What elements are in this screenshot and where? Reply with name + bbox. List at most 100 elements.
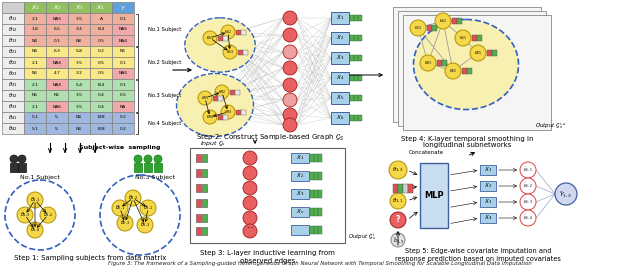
Text: Subject-wise  sampling: Subject-wise sampling	[79, 146, 161, 150]
Text: N4: N4	[76, 115, 82, 119]
Text: $X_4$: $X_4$	[97, 3, 106, 12]
Circle shape	[243, 224, 257, 238]
Text: $X_2$: $X_2$	[296, 172, 304, 180]
FancyBboxPatch shape	[238, 49, 243, 55]
Text: Step 2: Construct Sample-based Graph $\mathcal{G}_S$: Step 2: Construct Sample-based Graph $\m…	[196, 133, 344, 143]
FancyBboxPatch shape	[46, 112, 68, 123]
FancyBboxPatch shape	[291, 189, 309, 199]
FancyBboxPatch shape	[452, 18, 456, 24]
FancyBboxPatch shape	[46, 24, 68, 35]
FancyBboxPatch shape	[2, 123, 24, 134]
Text: N4: N4	[76, 126, 82, 130]
Text: 0.4: 0.4	[97, 94, 104, 97]
Circle shape	[470, 45, 486, 61]
FancyBboxPatch shape	[68, 46, 90, 57]
Text: B.N: B.N	[97, 115, 105, 119]
Text: $\theta_{32}$: $\theta_{32}$	[218, 88, 226, 96]
Circle shape	[17, 207, 33, 223]
FancyBboxPatch shape	[350, 35, 353, 41]
Text: No.3 Subject: No.3 Subject	[135, 175, 175, 180]
Text: 3.5: 3.5	[76, 94, 83, 97]
Text: NA6: NA6	[52, 104, 61, 108]
FancyBboxPatch shape	[24, 35, 46, 46]
Circle shape	[198, 91, 212, 105]
Circle shape	[203, 110, 217, 124]
FancyBboxPatch shape	[492, 50, 497, 56]
FancyBboxPatch shape	[202, 184, 207, 192]
Text: 0.1: 0.1	[120, 83, 127, 87]
FancyBboxPatch shape	[90, 90, 112, 101]
FancyBboxPatch shape	[202, 214, 207, 222]
FancyBboxPatch shape	[68, 101, 90, 112]
FancyBboxPatch shape	[24, 90, 46, 101]
FancyBboxPatch shape	[331, 52, 349, 64]
Text: NA4: NA4	[118, 38, 127, 43]
Circle shape	[520, 210, 536, 226]
Text: $\hat{\theta}_{1,1}$: $\hat{\theta}_{1,1}$	[523, 166, 533, 174]
FancyBboxPatch shape	[350, 15, 353, 21]
Circle shape	[203, 31, 217, 45]
FancyBboxPatch shape	[24, 24, 46, 35]
Text: $\theta_{1,3}$: $\theta_{1,3}$	[20, 211, 30, 219]
Text: N4: N4	[32, 49, 38, 54]
Circle shape	[455, 30, 471, 46]
Text: $\hat{Y}_{1,3}$: $\hat{Y}_{1,3}$	[559, 189, 573, 199]
FancyBboxPatch shape	[90, 68, 112, 79]
FancyBboxPatch shape	[112, 112, 134, 123]
FancyBboxPatch shape	[314, 208, 317, 216]
FancyBboxPatch shape	[310, 190, 314, 198]
FancyBboxPatch shape	[112, 24, 134, 35]
Circle shape	[420, 55, 436, 71]
FancyBboxPatch shape	[331, 72, 349, 84]
Text: $X_1$: $X_1$	[296, 154, 304, 162]
Text: $\theta_{1,1}$: $\theta_{1,1}$	[392, 197, 404, 205]
Text: Input $\mathcal{G}_s$: Input $\mathcal{G}_s$	[200, 139, 226, 147]
Text: 4.7: 4.7	[54, 72, 60, 76]
Text: $\theta_{22}$: $\theta_{22}$	[449, 67, 457, 75]
Text: 3.5: 3.5	[76, 16, 83, 20]
FancyBboxPatch shape	[112, 57, 134, 68]
FancyBboxPatch shape	[358, 75, 362, 81]
Text: 2.1: 2.1	[31, 16, 38, 20]
Circle shape	[445, 63, 461, 79]
FancyBboxPatch shape	[112, 68, 134, 79]
Text: $\theta_{1,4}$: $\theta_{1,4}$	[29, 226, 40, 234]
FancyBboxPatch shape	[68, 123, 90, 134]
FancyBboxPatch shape	[420, 163, 448, 228]
Circle shape	[117, 215, 133, 231]
Text: B.4: B.4	[97, 27, 104, 31]
Circle shape	[555, 183, 577, 205]
Text: 3.5: 3.5	[76, 104, 83, 108]
FancyBboxPatch shape	[358, 115, 362, 121]
FancyBboxPatch shape	[358, 95, 362, 101]
Circle shape	[283, 28, 297, 42]
Text: 5.1: 5.1	[31, 115, 38, 119]
Text: $X_1$: $X_1$	[484, 165, 492, 175]
Text: $X_4$: $X_4$	[336, 73, 344, 83]
FancyBboxPatch shape	[437, 60, 442, 66]
FancyBboxPatch shape	[236, 30, 241, 34]
FancyBboxPatch shape	[314, 154, 317, 162]
FancyBboxPatch shape	[90, 13, 112, 24]
Text: $X_n$: $X_n$	[296, 208, 304, 217]
Text: A: A	[99, 16, 102, 20]
Text: No.3 Subject: No.3 Subject	[148, 93, 181, 98]
FancyBboxPatch shape	[487, 50, 492, 56]
FancyBboxPatch shape	[241, 30, 246, 34]
Circle shape	[435, 13, 451, 29]
Text: Step 5: Edge-wise covariate imputation and
response prediction based on imputed : Step 5: Edge-wise covariate imputation a…	[395, 249, 561, 261]
FancyBboxPatch shape	[310, 154, 314, 162]
Circle shape	[125, 190, 141, 206]
FancyBboxPatch shape	[46, 57, 68, 68]
FancyBboxPatch shape	[46, 123, 68, 134]
Text: Output $\mathcal{G}_s^i$: Output $\mathcal{G}_s^i$	[348, 232, 376, 242]
Text: N8: N8	[76, 38, 82, 43]
FancyBboxPatch shape	[398, 184, 403, 193]
Text: 2.1: 2.1	[31, 83, 38, 87]
FancyBboxPatch shape	[68, 90, 90, 101]
Text: No.1 Subject: No.1 Subject	[148, 27, 181, 32]
Circle shape	[390, 193, 406, 209]
Text: $\theta_{11}$: $\theta_{11}$	[206, 34, 214, 42]
FancyBboxPatch shape	[24, 13, 46, 24]
FancyBboxPatch shape	[291, 225, 309, 235]
